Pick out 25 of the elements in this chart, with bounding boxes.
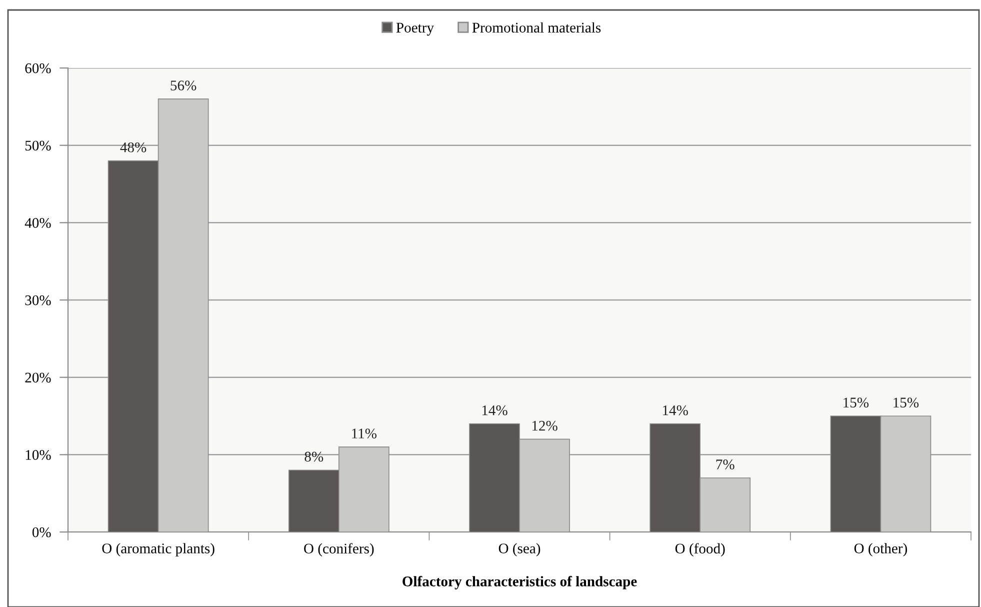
y-tick-label: 10% [26,450,51,460]
legend-label: Poetry [396,22,434,36]
y-tick-label: 30% [25,295,51,306]
legend-label: Promotional materials [472,22,601,33]
y-tick-label: 50% [25,140,51,151]
x-tick-label: O (sea) [498,543,540,556]
data-label: 8% [304,452,324,462]
data-label: 15% [844,398,869,408]
x-axis-title: Olfactory characteristics of landscape [402,576,637,590]
x-tick-label: O (other) [854,543,907,556]
x-tick-label: O (food) [675,543,725,556]
data-label: 56% [170,80,196,90]
data-label: 12% [532,420,558,431]
y-tick-label: 0% [32,527,51,538]
data-label: 48% [120,142,146,152]
data-label: 14% [482,405,508,416]
x-tick-label: O (conifers) [304,543,374,556]
data-label: 7% [716,460,734,470]
x-tick-label: O (aromatic plants) [102,543,214,556]
data-label: 11% [352,428,377,438]
y-tick-label: 20% [25,372,51,383]
data-label: 15% [894,398,919,408]
y-tick-label: 60% [25,63,51,74]
y-tick-label: 40% [24,218,51,228]
data-label: 14% [663,405,688,416]
